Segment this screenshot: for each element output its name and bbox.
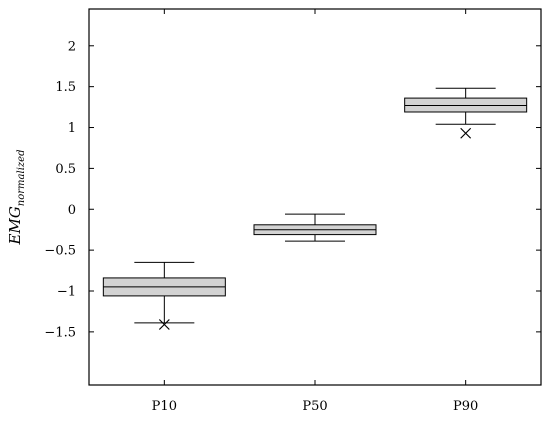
outlier-marker [460,127,472,139]
x-tick-label: P10 [152,399,177,414]
y-tick-label: 0.5 [55,162,76,177]
y-tick-label: −0.5 [44,244,76,259]
y-tick-label: −1.5 [44,325,76,340]
x-tick-label: P50 [302,399,327,414]
y-tick-label: 0 [68,203,76,218]
y-tick-label: 1.5 [55,80,76,95]
y-tick-label: 2 [68,39,76,54]
boxes-group [102,87,528,330]
y-axis: −1.5 −1 −0.5 0 0.5 1 1.5 2 [44,39,541,340]
outlier-marker [158,319,170,330]
box-p50 [253,213,377,242]
y-tick-label: 1 [68,121,76,136]
y-axis-title: EMGnormalized [6,150,27,246]
y-tick-label: −1 [57,285,76,300]
outlier-stroke [158,319,170,330]
outlier-stroke [460,127,472,139]
plot-frame [88,8,542,386]
x-tick-label: P90 [453,399,478,414]
box-p10 [102,261,226,330]
x-axis: P10 P50 P90 [152,9,478,414]
box-p90 [404,87,528,139]
